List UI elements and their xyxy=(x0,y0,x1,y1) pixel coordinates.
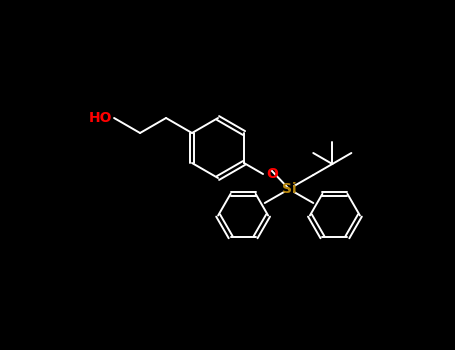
Text: O: O xyxy=(266,167,278,181)
Text: Si: Si xyxy=(282,182,296,196)
Text: HO: HO xyxy=(89,111,112,125)
